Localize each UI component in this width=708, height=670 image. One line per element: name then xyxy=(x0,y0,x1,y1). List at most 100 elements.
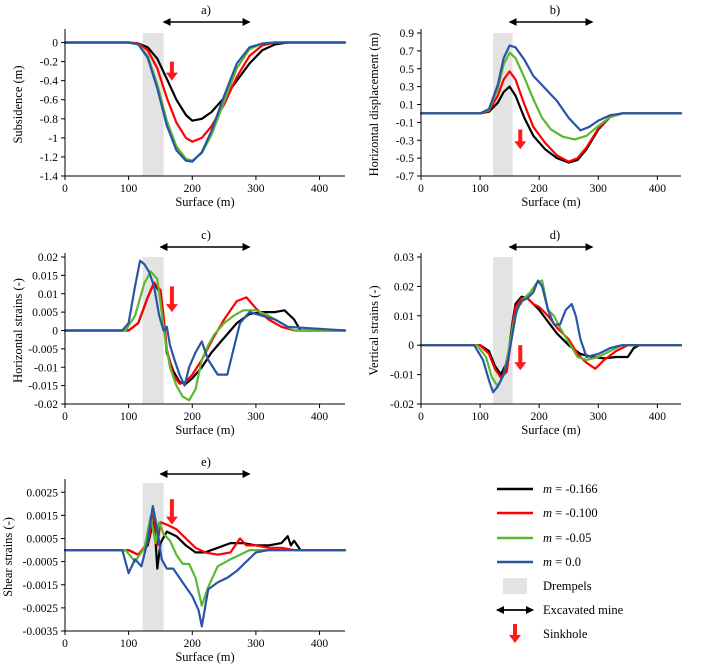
y-tick-label: -0.0025 xyxy=(23,603,59,615)
drempels-band xyxy=(493,33,513,176)
y-tick-label: 0.02 xyxy=(38,252,58,264)
x-tick-label: 100 xyxy=(120,638,138,650)
x-axis-label: Surface (m) xyxy=(175,195,234,209)
legend-label: m = -0.05 xyxy=(543,531,591,545)
series-line-m2 xyxy=(63,281,347,385)
panel-label: b) xyxy=(550,3,560,17)
y-axis-label: Vertical strains (-) xyxy=(367,285,381,375)
y-tick-label: -0.02 xyxy=(390,399,414,411)
x-tick-label: 400 xyxy=(649,411,667,423)
series-line-m3 xyxy=(419,279,683,388)
panel-label: c) xyxy=(201,228,211,242)
chart-panels: 0 100 200 300 400 0 -0.2 -0.4 -0.6 -0.8 -1 -1.2 -1.4… xyxy=(1,3,683,664)
y-tick-label: -0.4 xyxy=(40,76,58,88)
legend-item-m4: m = 0.0 xyxy=(497,555,581,569)
series-line-m4 xyxy=(419,44,683,132)
x-tick-label: 400 xyxy=(311,411,329,423)
y-tick-label: -0.5 xyxy=(396,153,414,165)
x-tick-label: 100 xyxy=(120,183,138,195)
y-axis-label: Horizontal displacement (m) xyxy=(367,33,381,177)
x-tick-label: 200 xyxy=(184,411,202,423)
x-tick-label: 400 xyxy=(649,183,667,195)
series-line-m2 xyxy=(63,41,347,143)
y-tick-label: 0.005 xyxy=(32,307,58,319)
chart-panel-d: 0 100 200 300 400 0.03 0.02 0.01 0 -0.01 -0.02 Surf… xyxy=(367,228,683,437)
legend-item-drempels: Drempels xyxy=(503,578,592,594)
y-tick-label: 0.5 xyxy=(400,64,415,76)
y-axis-label: Subsidence (m) xyxy=(11,65,25,143)
legend-item-mine: Excavated mine xyxy=(496,603,624,617)
x-axis-label: Surface (m) xyxy=(521,423,580,437)
y-tick-label: -1.4 xyxy=(40,171,58,183)
y-tick-label: -0.0035 xyxy=(23,626,59,638)
chart-panel-e: 0 100 200 300 400 0.0025 0.0015 0.0005 -0.0005 -0… xyxy=(1,455,347,664)
series-line-m1 xyxy=(419,295,683,376)
drempels-band xyxy=(142,483,164,631)
legend-item-sinkhole: Sinkhole xyxy=(509,624,588,643)
y-tick-label: 0.0005 xyxy=(26,534,58,546)
legend-label: Excavated mine xyxy=(543,603,624,617)
panel-label: e) xyxy=(201,455,211,469)
y-tick-label: 0.01 xyxy=(38,289,58,301)
legend-item-m3: m = -0.05 xyxy=(497,531,591,545)
legend-item-m2: m = -0.100 xyxy=(497,506,598,520)
sinkhole-arrow xyxy=(514,129,527,150)
x-axis-label: Surface (m) xyxy=(175,423,234,437)
legend: m = -0.166 m = -0.100 m = -0.05 m = 0.0 Drem… xyxy=(496,482,624,643)
y-tick-label: -0.0015 xyxy=(23,580,59,592)
sinkhole-arrow xyxy=(165,61,178,81)
legend-label: m = -0.100 xyxy=(543,506,598,520)
legend-swatch xyxy=(503,578,527,594)
y-tick-label: 0.9 xyxy=(400,28,415,40)
y-axis-label: Horizontal strains (-) xyxy=(11,278,25,383)
chart-panel-c: 0 100 200 300 400 0.02 0.015 0.01 0.005 0 -0.005 -0… xyxy=(11,228,347,437)
series-line-m4 xyxy=(63,259,347,387)
legend-label: m = 0.0 xyxy=(543,555,581,569)
series-line-m1 xyxy=(419,85,683,164)
series-line-m1 xyxy=(63,41,347,122)
legend-item-m1: m = -0.166 xyxy=(497,482,598,496)
y-tick-label: 0.01 xyxy=(394,311,414,323)
y-tick-label: -0.0005 xyxy=(23,557,59,569)
sinkhole-arrow xyxy=(165,286,178,313)
y-tick-label: -0.02 xyxy=(34,399,58,411)
x-tick-label: 200 xyxy=(184,638,202,650)
x-tick-label: 100 xyxy=(471,411,489,423)
y-tick-label: 0.03 xyxy=(394,252,414,264)
legend-label: Drempels xyxy=(543,579,592,593)
x-tick-label: 300 xyxy=(590,183,608,195)
y-tick-label: -0.6 xyxy=(40,95,58,107)
chart-panel-b: 0 100 200 300 400 0.9 0.7 0.5 0.3 0.1 -0.1 -0.3 -0.5… xyxy=(367,3,683,209)
legend-label: m = -0.166 xyxy=(543,482,598,496)
x-tick-label: 300 xyxy=(247,638,265,650)
sinkhole-arrow xyxy=(514,345,527,371)
y-tick-label: -1.2 xyxy=(40,152,58,164)
series-line-m1 xyxy=(63,281,347,385)
y-tick-label: 0 xyxy=(52,38,58,50)
series-line-m4 xyxy=(63,505,347,628)
x-tick-label: 100 xyxy=(120,411,138,423)
y-tick-label: 0.0015 xyxy=(26,510,58,522)
y-tick-label: 0.0025 xyxy=(26,487,58,499)
y-tick-label: 0.015 xyxy=(32,270,58,282)
y-tick-label: 0.02 xyxy=(394,281,414,293)
y-tick-label: -1 xyxy=(48,133,58,145)
y-tick-label: -0.01 xyxy=(390,370,414,382)
x-tick-label: 0 xyxy=(418,411,424,423)
series-line-m3 xyxy=(63,270,347,402)
y-tick-label: -0.7 xyxy=(396,171,414,183)
x-tick-label: 300 xyxy=(590,411,608,423)
x-tick-label: 300 xyxy=(247,411,265,423)
y-tick-label: -0.1 xyxy=(396,117,414,129)
series-line-m4 xyxy=(63,41,347,163)
series-line-m2 xyxy=(63,512,347,556)
x-tick-label: 0 xyxy=(62,411,68,423)
x-tick-label: 200 xyxy=(531,183,549,195)
y-axis-label: Shear strains (-) xyxy=(1,517,15,597)
y-tick-label: -0.005 xyxy=(28,344,58,356)
y-tick-label: 0 xyxy=(52,326,58,338)
legend-label: Sinkhole xyxy=(543,627,588,641)
x-tick-label: 200 xyxy=(184,183,202,195)
down-arrow-icon xyxy=(509,624,521,643)
